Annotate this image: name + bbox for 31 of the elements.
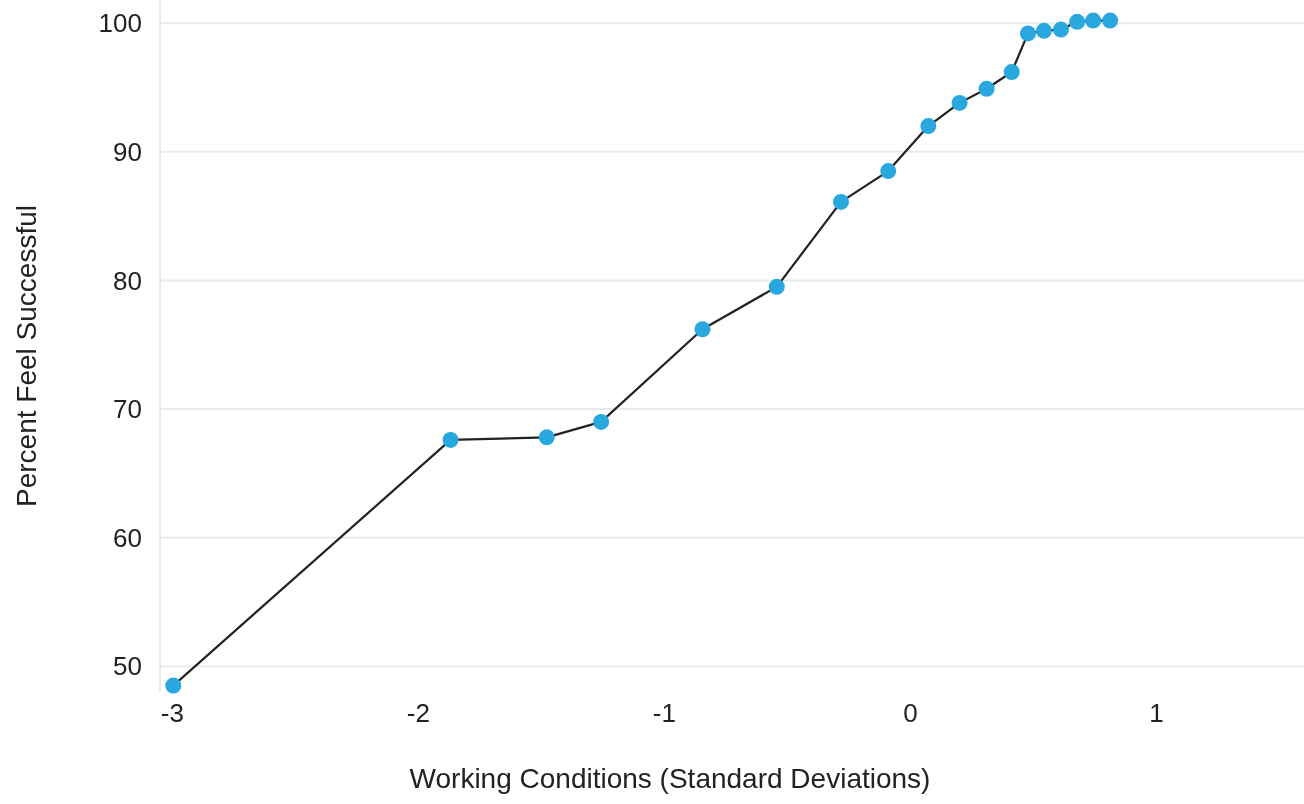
x-axis-title: Working Conditions (Standard Deviations) <box>409 763 931 794</box>
point <box>1069 13 1086 30</box>
x-tick-label: -2 <box>406 698 430 728</box>
point <box>1003 64 1020 81</box>
point <box>920 118 937 135</box>
point <box>538 429 555 446</box>
x-tick-label: -1 <box>652 698 676 728</box>
point <box>880 163 897 180</box>
y-axis-title: Percent Feel Successful <box>11 205 42 507</box>
point <box>1035 22 1052 39</box>
point <box>1085 12 1102 29</box>
point <box>593 413 610 430</box>
point <box>768 278 785 295</box>
point <box>951 94 968 111</box>
x-tick-label: 1 <box>1149 698 1164 728</box>
point <box>694 321 711 338</box>
y-tick-label: 80 <box>113 265 142 296</box>
x-tick-label: 0 <box>903 698 918 728</box>
point <box>832 193 849 210</box>
point <box>442 431 459 448</box>
y-tick-label: 70 <box>113 394 142 425</box>
y-tick-label: 90 <box>113 136 142 167</box>
point <box>1019 25 1036 42</box>
point <box>165 677 182 694</box>
y-tick-label: 60 <box>113 522 142 553</box>
point <box>1102 12 1119 29</box>
x-tick-label: -3 <box>160 698 184 728</box>
point <box>1052 21 1069 38</box>
y-tick-label: 100 <box>98 8 142 39</box>
point <box>978 80 995 97</box>
y-tick-label: 50 <box>113 651 142 682</box>
